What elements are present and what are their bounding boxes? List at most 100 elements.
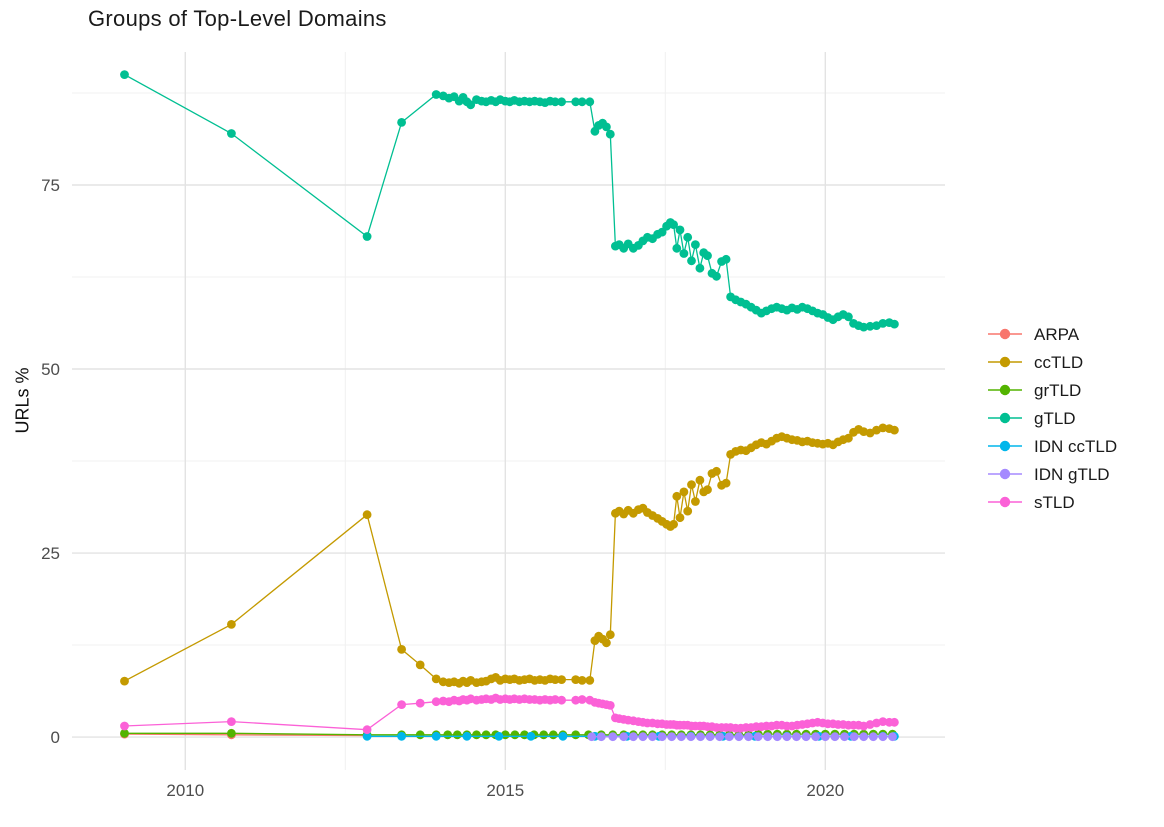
data-point <box>557 695 566 705</box>
data-point <box>672 491 682 501</box>
data-point <box>550 695 560 704</box>
data-point <box>715 732 725 742</box>
data-point <box>865 321 875 331</box>
data-point <box>431 697 441 707</box>
data-point <box>452 730 462 740</box>
data-point <box>712 271 721 281</box>
series-line <box>124 732 893 736</box>
data-point <box>849 732 859 742</box>
legend-label: sTLD <box>1034 493 1075 512</box>
data-point <box>830 732 840 742</box>
data-point <box>571 97 581 107</box>
data-point <box>120 70 129 79</box>
y-tick-label: 50 <box>41 360 60 379</box>
data-point <box>734 732 744 742</box>
data-point <box>494 731 504 741</box>
x-tick-label: 2020 <box>806 781 844 800</box>
legend-item-stld[interactable]: sTLD <box>988 493 1075 512</box>
data-point <box>890 717 899 727</box>
data-point <box>120 721 129 731</box>
data-point <box>557 675 566 684</box>
data-point <box>415 660 425 670</box>
data-point <box>648 732 657 742</box>
data-point <box>744 732 753 742</box>
data-point <box>683 232 693 242</box>
data-point <box>415 698 425 708</box>
data-point <box>431 731 441 741</box>
data-point <box>638 732 648 742</box>
data-point <box>695 475 705 485</box>
legend-item-arpa[interactable]: ARPA <box>988 325 1080 344</box>
data-point <box>878 717 888 726</box>
data-point <box>687 256 696 266</box>
data-point <box>227 129 236 138</box>
data-point <box>397 118 406 127</box>
data-point <box>782 732 792 742</box>
legend-item-grtld[interactable]: grTLD <box>988 381 1081 400</box>
legend-key-dot <box>999 412 1011 424</box>
data-point <box>669 519 678 529</box>
legend-item-idn-cctld[interactable]: IDN ccTLD <box>988 437 1117 456</box>
data-point <box>415 730 425 740</box>
data-point <box>890 319 899 329</box>
data-point <box>571 675 581 684</box>
legend-item-idn-gtld[interactable]: IDN gTLD <box>988 465 1110 484</box>
data-point <box>878 319 888 328</box>
data-point <box>695 263 705 273</box>
data-point <box>687 480 696 489</box>
data-point <box>462 731 472 741</box>
x-tick-label: 2015 <box>486 781 524 800</box>
data-point <box>472 730 481 740</box>
data-point <box>679 487 689 497</box>
data-point <box>550 675 560 684</box>
series-line <box>124 74 895 328</box>
data-point <box>686 732 696 742</box>
data-point <box>703 485 712 495</box>
legend-item-cctld[interactable]: ccTLD <box>988 353 1083 372</box>
legend-key-dot <box>999 468 1011 480</box>
data-point <box>721 478 731 488</box>
data-point <box>443 730 453 740</box>
data-point <box>605 701 615 710</box>
data-point <box>577 97 587 107</box>
data-point <box>691 497 700 506</box>
series-idn-gtld <box>587 732 897 742</box>
data-point <box>602 122 611 132</box>
data-point <box>362 731 372 741</box>
legend-item-gtld[interactable]: gTLD <box>988 409 1076 428</box>
series-stld <box>120 693 899 735</box>
data-point <box>801 732 811 742</box>
data-point <box>878 732 888 742</box>
data-point <box>605 129 615 139</box>
data-point <box>577 676 587 685</box>
data-point <box>724 732 734 742</box>
data-point <box>362 510 372 520</box>
data-point <box>550 97 560 107</box>
legend-key-dot <box>999 384 1011 396</box>
data-point <box>602 638 611 648</box>
data-point <box>526 731 536 741</box>
y-tick-label: 75 <box>41 176 60 195</box>
data-point <box>703 251 712 261</box>
data-point <box>672 243 682 253</box>
data-point <box>585 97 595 107</box>
data-point <box>397 645 406 654</box>
data-point <box>859 732 869 742</box>
data-point <box>605 630 615 640</box>
data-point <box>120 728 129 738</box>
data-point <box>558 731 568 741</box>
data-point <box>683 506 693 516</box>
series-gtld <box>120 70 899 332</box>
data-point <box>888 732 897 742</box>
data-point <box>362 232 372 241</box>
data-point <box>712 466 721 476</box>
data-point <box>679 249 689 258</box>
data-point <box>868 732 878 742</box>
data-point <box>227 728 236 738</box>
data-point <box>753 732 763 742</box>
data-point <box>548 730 558 740</box>
data-point <box>585 676 595 685</box>
legend-key-dot <box>999 356 1011 368</box>
data-point <box>628 732 638 742</box>
